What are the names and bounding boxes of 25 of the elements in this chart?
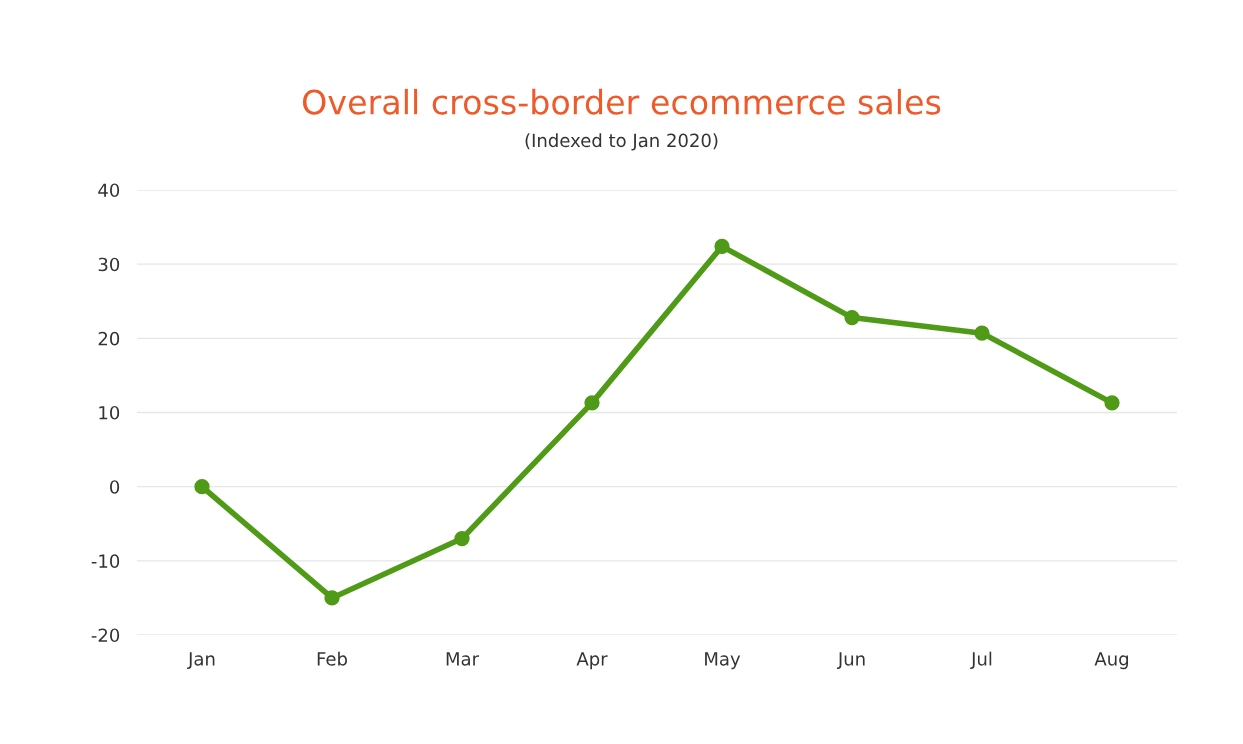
point	[584, 395, 600, 411]
point	[1104, 395, 1120, 411]
chart-title: Overall cross-border ecommerce sales	[302, 88, 941, 115]
point	[324, 590, 340, 606]
point	[454, 530, 470, 547]
x-tick-label: Mar	[446, 652, 480, 666]
chart-subtitle: (Indexed to Jan 2020)	[525, 133, 718, 151]
y-tick-label: 40	[98, 183, 120, 198]
point	[714, 238, 730, 255]
x-tick-label: May	[705, 652, 741, 670]
y-tick-label: 10	[99, 405, 120, 420]
x-tick-label: Jan	[187, 652, 215, 669]
x-tick-label: Apr	[576, 652, 608, 670]
y-tick-label: -20	[91, 628, 120, 643]
y-tick-label: 0	[110, 480, 120, 494]
x-tick-label: Jul	[970, 651, 992, 669]
x-tick-label: Aug	[1094, 652, 1128, 670]
x-tick-label: Jun	[836, 652, 865, 669]
point	[974, 325, 990, 341]
y-tick-label: 30	[98, 257, 120, 272]
x-tick-label: Feb	[317, 651, 347, 666]
point	[194, 479, 210, 495]
y-tick-label: 20	[98, 331, 120, 346]
y-tick-label: -10	[91, 554, 120, 568]
point	[844, 309, 860, 326]
